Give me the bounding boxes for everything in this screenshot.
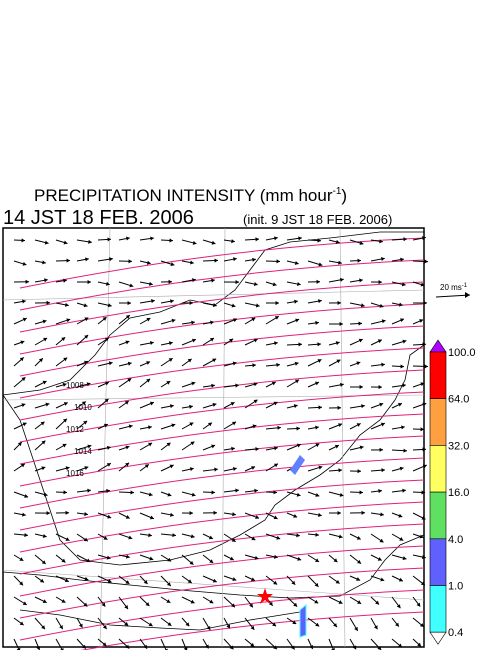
scale: 20 ms-1	[436, 283, 470, 298]
colorbar-segment	[430, 492, 446, 539]
colorbar-label: 100.0	[448, 347, 476, 359]
scale-arrow	[436, 295, 470, 297]
title-main: PRECIPITATION INTENSITY (mm hour	[34, 186, 333, 205]
colorbar-label: 64.0	[448, 394, 469, 406]
colorbar-label: 0.4	[448, 627, 463, 639]
colorbar-label: 32.0	[448, 440, 469, 452]
colorbar-segment	[430, 539, 446, 586]
colorbar: 100.0 64.0 32.0 16.0 4.0 1.0 0.4	[430, 340, 476, 644]
colorbar-label: 1.0	[448, 581, 463, 593]
valid-time: 14 JST 18 FEB. 2006	[3, 207, 194, 229]
colorbar-under	[430, 632, 446, 644]
colorbar-label: 16.0	[448, 487, 469, 499]
wind-arrow-head	[424, 301, 427, 305]
colorbar-over	[430, 340, 446, 352]
wind-arrow-head	[424, 364, 428, 368]
precip-area	[300, 605, 306, 637]
scale-unit: 20 ms	[440, 283, 462, 292]
scale-exponent: -1	[462, 283, 468, 289]
colorbar-label: 4.0	[448, 534, 463, 546]
isobar-label: 1010	[74, 403, 92, 412]
isobar-label: 1012	[66, 425, 84, 434]
colorbar-segment	[430, 586, 446, 633]
scale-arrow-head	[465, 292, 470, 298]
scale-label: 20 ms-1	[440, 283, 468, 292]
title: PRECIPITATION INTENSITY (mm hour-1)	[34, 186, 347, 205]
title-close: )	[341, 186, 347, 205]
colorbar-segment	[430, 399, 446, 446]
map-frame	[3, 228, 424, 647]
colorbar-segment	[430, 352, 446, 399]
init-time: (init. 9 JST 18 FEB. 2006)	[243, 212, 392, 227]
colorbar-segment	[430, 445, 446, 492]
wind-arrow-head	[424, 259, 428, 263]
isobar-label: 1016	[66, 469, 84, 478]
